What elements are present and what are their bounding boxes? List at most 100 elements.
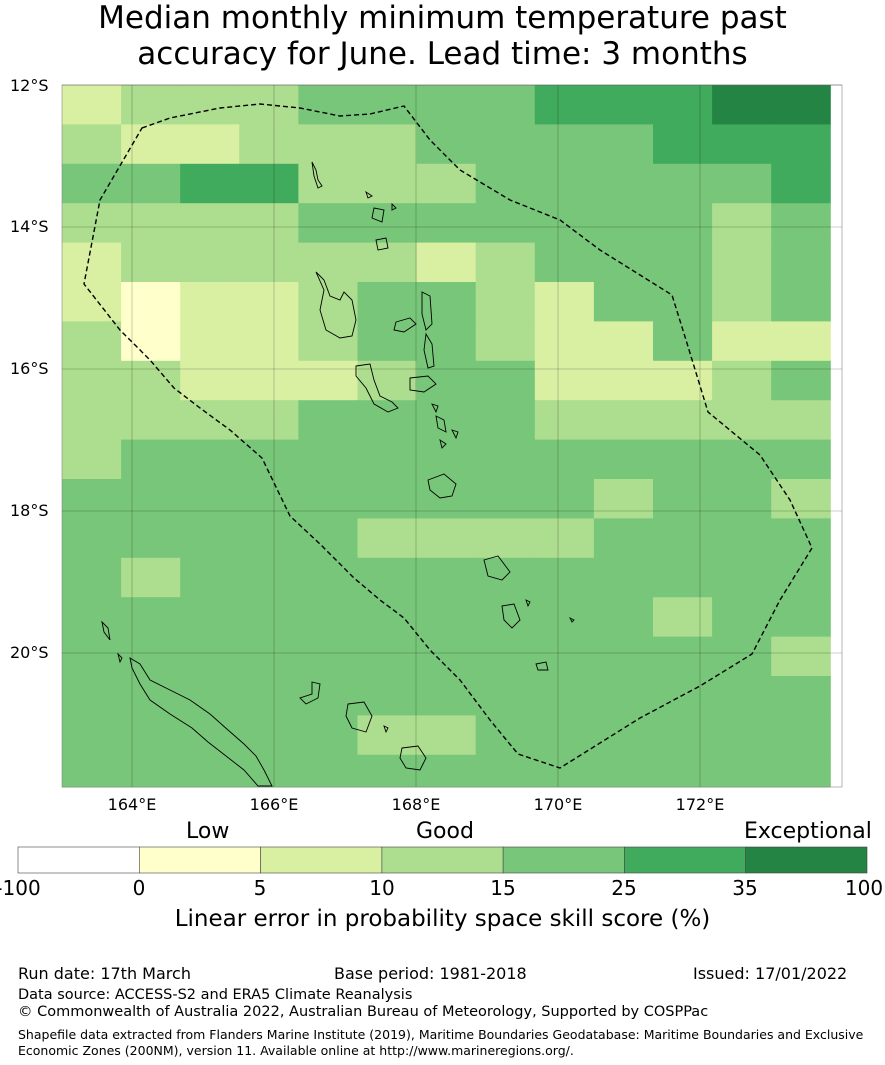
skill-cell [62,163,122,204]
skill-cell [653,242,713,283]
skill-cell [771,400,831,441]
skill-cell [62,85,122,125]
skill-cell [534,400,595,441]
skill-cell [475,479,536,519]
skill-cell [239,597,299,638]
skill-cell [416,676,477,716]
skill-cell [475,676,536,716]
skill-cell [534,85,595,125]
skill-cell [298,203,358,244]
skill-cell [239,400,299,441]
skill-cell [121,360,181,401]
lon-label-166e: 166°E [249,795,299,814]
island-new-caledonia [129,657,273,787]
skill-cell [653,85,713,125]
legend-title: Linear error in probability space skill … [174,906,711,932]
skill-cell [298,636,358,677]
skill-cell [593,597,654,638]
skill-cell [357,321,418,362]
skill-cell [298,282,358,322]
map-frame [61,84,843,788]
island-lifou [345,701,373,733]
skill-cell [357,400,418,441]
skill-cell [593,715,654,756]
skill-cell [121,754,181,788]
skill-cell [771,360,831,401]
skill-cell [475,85,536,125]
island-maewo [421,291,433,331]
skill-cell [712,124,772,165]
colorbar-swatch [17,846,140,874]
skill-cell [357,597,418,638]
skill-cell [416,597,477,638]
island-gaua [375,237,389,251]
skill-cell [534,479,595,519]
skill-cell [298,242,358,283]
island-aniwa [525,599,575,623]
skill-cell [239,203,299,244]
skill-cell [712,676,772,716]
skill-cell [298,557,358,598]
skill-cell [475,518,536,559]
skill-cell [475,321,536,362]
skill-cell [712,85,772,125]
skill-cell [121,124,181,165]
skill-cell [593,439,654,480]
skill-cell [416,754,477,788]
skill-cell [239,676,299,716]
skill-cell [121,597,181,638]
skill-cell [653,439,713,480]
skill-cell [534,715,595,756]
skill-cell [653,400,713,441]
legend-label-exceptional: Exceptional [744,819,872,844]
skill-cell [180,715,240,756]
island-paama [431,403,439,414]
skill-cell [62,636,122,677]
colorbar [17,846,868,874]
skill-cell [121,242,181,283]
skill-cell [416,439,477,480]
skill-cell [534,321,595,362]
legend-label-good: Good [416,819,474,844]
island-tanna [501,603,521,629]
skill-cell [62,754,122,788]
skill-cell [62,360,122,401]
legend-label-low: Low [186,819,230,844]
skill-cell [180,676,240,716]
skill-cell [475,754,536,788]
island-espiritu-santo [315,271,357,339]
skill-cell [712,636,772,677]
skill-cell [121,439,181,480]
skill-cell [239,754,299,788]
island-epi [435,415,447,433]
skill-cell [534,360,595,401]
skill-cell [239,360,299,401]
skill-cell [771,282,831,322]
skill-cell [180,597,240,638]
skill-cell [121,557,181,598]
island-vanua-lava [371,207,385,223]
skill-cell [416,163,477,204]
skill-map [61,84,843,788]
skill-cell [357,636,418,677]
colorbar-swatch [502,846,625,874]
legend-tick: -100 [0,876,41,900]
legend-tick: 10 [369,876,395,900]
skill-cell [180,203,240,244]
lon-label-172e: 172°E [675,795,725,814]
skill-cell [653,754,713,788]
island-efate [427,473,457,499]
skill-cell [62,321,122,362]
skill-cell [712,242,772,283]
skill-cell [298,754,358,788]
skill-cell [180,400,240,441]
skill-cell [593,479,654,519]
skill-cell [593,636,654,677]
skill-cell [593,400,654,441]
skill-cell [180,518,240,559]
skill-cell [121,479,181,519]
skill-cell [653,715,713,756]
eez-boundary [83,103,813,769]
skill-cell [121,282,181,322]
skill-cell [180,636,240,677]
